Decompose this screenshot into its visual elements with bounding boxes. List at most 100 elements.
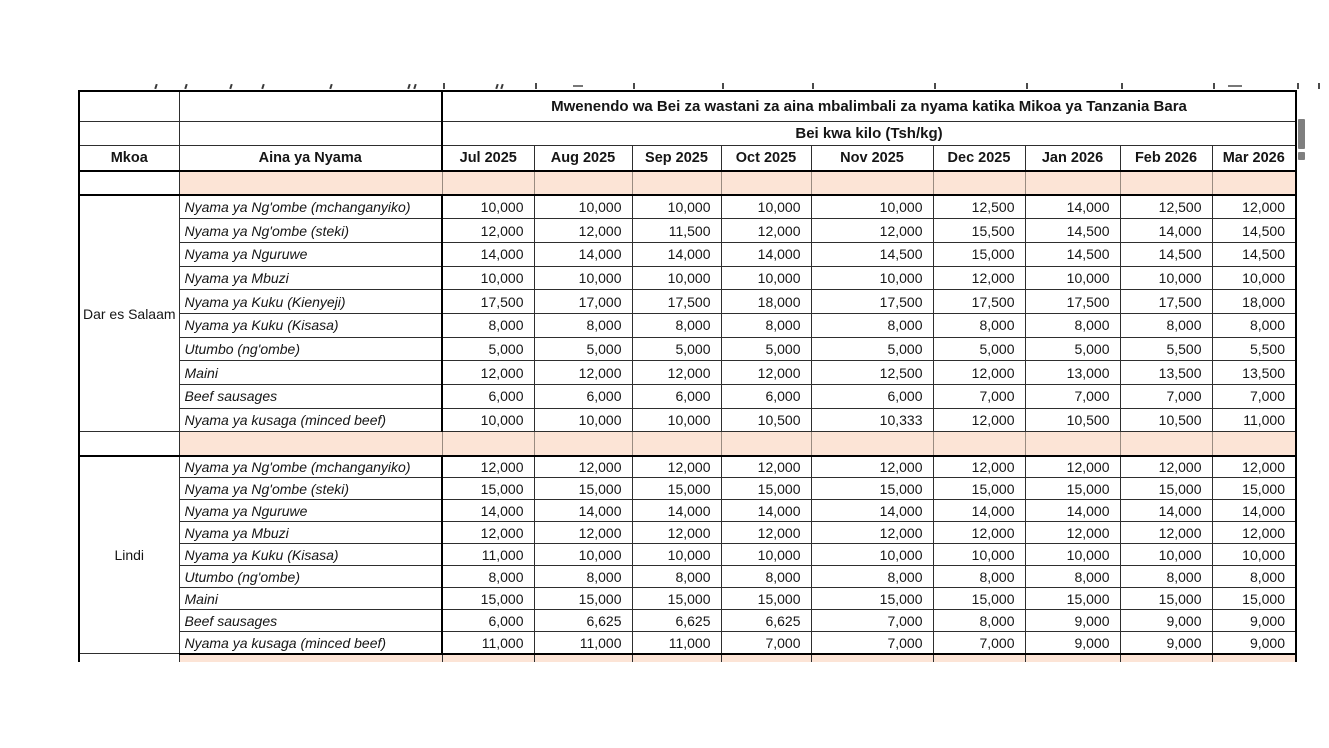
price-cell[interactable]: 8,000 <box>631 565 722 589</box>
price-cell[interactable]: 12,000 <box>1211 521 1297 545</box>
month-column-header[interactable]: Aug 2025 <box>533 144 633 172</box>
price-cell[interactable]: 15,000 <box>533 477 633 501</box>
price-cell[interactable]: 15,000 <box>720 477 812 501</box>
price-cell[interactable]: 7,000 <box>720 631 812 655</box>
price-cell[interactable]: 17,000 <box>533 289 633 314</box>
table-subtitle[interactable]: Bei kwa kilo (Tsh/kg) <box>441 120 1297 146</box>
month-column-header[interactable]: Mar 2026 <box>1211 144 1297 172</box>
price-cell[interactable]: 6,000 <box>631 384 722 409</box>
price-cell[interactable]: 8,000 <box>810 312 934 338</box>
item-name-cell[interactable]: Beef sausages <box>178 384 443 409</box>
price-cell[interactable]: 11,000 <box>533 631 633 655</box>
price-cell[interactable]: 14,000 <box>441 241 535 267</box>
price-cell[interactable]: 14,500 <box>1024 218 1121 243</box>
price-cell[interactable]: 12,000 <box>810 455 934 479</box>
price-cell[interactable]: 14,500 <box>1211 218 1297 243</box>
price-cell[interactable]: 17,500 <box>810 289 934 314</box>
price-cell[interactable]: 10,000 <box>631 194 722 220</box>
item-name-cell[interactable]: Nyama ya Mbuzi <box>178 265 443 291</box>
price-cell[interactable]: 12,000 <box>932 455 1026 479</box>
price-cell[interactable]: 14,500 <box>810 241 934 267</box>
price-cell[interactable]: 7,000 <box>810 631 934 655</box>
price-cell[interactable]: 12,000 <box>1119 455 1213 479</box>
separator-cell[interactable] <box>1119 170 1213 196</box>
price-cell[interactable]: 8,000 <box>631 312 722 338</box>
price-cell[interactable]: 14,500 <box>1024 241 1121 267</box>
month-column-header[interactable]: Dec 2025 <box>932 144 1026 172</box>
separator-cell[interactable] <box>533 431 633 457</box>
price-cell[interactable]: 7,000 <box>1119 384 1213 409</box>
price-cell[interactable]: 8,000 <box>1024 312 1121 338</box>
month-column-header[interactable]: Jan 2026 <box>1024 144 1121 172</box>
price-cell[interactable]: 14,000 <box>1119 218 1213 243</box>
price-cell[interactable]: 10,500 <box>720 407 812 433</box>
separator-cell[interactable] <box>178 431 443 457</box>
price-cell[interactable]: 5,000 <box>932 336 1026 362</box>
table-title[interactable]: Mwenendo wa Bei za wastani za aina mbali… <box>441 90 1297 122</box>
price-cell[interactable]: 10,000 <box>810 265 934 291</box>
price-cell[interactable]: 8,000 <box>1119 312 1213 338</box>
price-cell[interactable]: 10,000 <box>441 265 535 291</box>
item-name-cell[interactable]: Nyama ya Kuku (Kienyeji) <box>178 289 443 314</box>
price-cell[interactable]: 12,000 <box>533 521 633 545</box>
price-cell[interactable]: 12,000 <box>441 360 535 385</box>
separator-cell[interactable] <box>1119 431 1213 457</box>
price-cell[interactable]: 6,000 <box>441 384 535 409</box>
price-cell[interactable]: 12,000 <box>720 521 812 545</box>
price-cell[interactable]: 8,000 <box>533 312 633 338</box>
month-column-header[interactable]: Feb 2026 <box>1119 144 1213 172</box>
item-name-cell[interactable]: Nyama ya Ng'ombe (mchanganyiko) <box>178 455 443 479</box>
price-cell[interactable]: 10,500 <box>1024 407 1121 433</box>
scrollbar-thumb-fragment[interactable] <box>1298 119 1305 149</box>
price-cell[interactable]: 5,000 <box>631 336 722 362</box>
empty-cell[interactable] <box>78 120 180 146</box>
price-cell[interactable]: 14,000 <box>1119 499 1213 523</box>
price-cell[interactable]: 17,500 <box>1024 289 1121 314</box>
month-column-header[interactable]: Sep 2025 <box>631 144 722 172</box>
price-cell[interactable]: 12,000 <box>1024 455 1121 479</box>
price-cell[interactable]: 14,000 <box>720 499 812 523</box>
price-cell[interactable]: 11,500 <box>631 218 722 243</box>
price-cell[interactable]: 10,000 <box>533 194 633 220</box>
item-name-cell[interactable]: Nyama ya Nguruwe <box>178 499 443 523</box>
price-cell[interactable]: 7,000 <box>932 384 1026 409</box>
price-cell[interactable]: 14,000 <box>631 241 722 267</box>
price-cell[interactable]: 10,000 <box>720 265 812 291</box>
price-cell[interactable]: 10,000 <box>810 543 934 567</box>
price-cell[interactable]: 10,000 <box>1119 543 1213 567</box>
separator-region-cell[interactable] <box>78 431 180 457</box>
item-name-cell[interactable]: Nyama ya kusaga (minced beef) <box>178 631 443 655</box>
price-cell[interactable]: 10,000 <box>631 543 722 567</box>
price-cell[interactable]: 10,500 <box>1119 407 1213 433</box>
price-cell[interactable]: 10,000 <box>1211 265 1297 291</box>
price-cell[interactable]: 15,000 <box>932 587 1026 611</box>
price-cell[interactable]: 15,000 <box>1024 587 1121 611</box>
price-cell[interactable]: 15,000 <box>441 477 535 501</box>
price-cell[interactable]: 5,000 <box>533 336 633 362</box>
price-cell[interactable]: 15,000 <box>631 477 722 501</box>
price-cell[interactable]: 12,000 <box>1211 194 1297 220</box>
price-cell[interactable]: 15,000 <box>1119 477 1213 501</box>
price-cell[interactable]: 10,333 <box>810 407 934 433</box>
price-cell[interactable]: 12,000 <box>810 218 934 243</box>
price-cell[interactable]: 10,000 <box>810 194 934 220</box>
price-cell[interactable]: 10,000 <box>720 194 812 220</box>
separator-cell[interactable] <box>441 170 535 196</box>
price-cell[interactable]: 8,000 <box>1211 565 1297 589</box>
price-cell[interactable]: 12,000 <box>441 218 535 243</box>
price-cell[interactable]: 15,000 <box>1024 477 1121 501</box>
separator-cell[interactable] <box>1211 431 1297 457</box>
price-cell[interactable]: 12,000 <box>533 218 633 243</box>
price-cell[interactable]: 11,000 <box>1211 407 1297 433</box>
price-cell[interactable]: 13,500 <box>1211 360 1297 385</box>
price-cell[interactable]: 12,000 <box>533 360 633 385</box>
price-cell[interactable]: 12,000 <box>810 521 934 545</box>
price-cell[interactable]: 9,000 <box>1119 631 1213 655</box>
price-cell[interactable]: 14,000 <box>932 499 1026 523</box>
price-cell[interactable]: 6,000 <box>441 609 535 633</box>
price-cell[interactable]: 15,000 <box>810 477 934 501</box>
price-cell[interactable]: 12,000 <box>932 407 1026 433</box>
separator-cell[interactable] <box>631 431 722 457</box>
empty-cell[interactable] <box>78 90 180 122</box>
price-cell[interactable]: 15,000 <box>533 587 633 611</box>
